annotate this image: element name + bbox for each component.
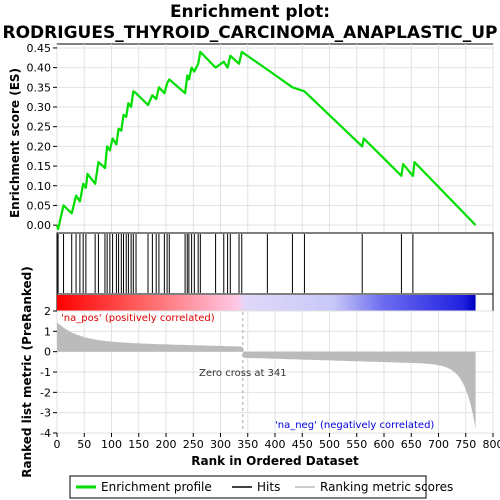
legend-hits: Hits (257, 480, 280, 494)
legend-ranking-metric-scores: Ranking metric scores (320, 480, 453, 494)
es-tick-label: 0.00 (27, 219, 52, 232)
es-grid (56, 44, 494, 233)
x-tick-label: 200 (156, 438, 177, 451)
ranking-metric-area (57, 322, 476, 429)
x-tick-label: 600 (374, 438, 395, 451)
es-tick-label: 0.20 (27, 140, 52, 153)
ranking-heat-bar (57, 295, 476, 311)
enrichment-profile-line (55, 50, 477, 231)
es-tick-label: 0.10 (27, 180, 52, 193)
es-tick-label: 0.30 (27, 101, 52, 114)
metric-tick-label: -3 (40, 407, 51, 420)
hits-panel (56, 232, 494, 295)
metric-tick-label: 0 (44, 346, 51, 359)
title-line-1: Enrichment plot: (170, 2, 330, 22)
es-tick-label: 0.35 (27, 81, 52, 94)
x-tick-label: 550 (346, 438, 367, 451)
hits-marks (57, 234, 414, 293)
es-tick-label: 0.45 (27, 42, 52, 55)
x-tick-label: 400 (265, 438, 286, 451)
x-ticks: 0 50 100 150 200 250 300 350 400 450 500 550 600 650 7… (54, 433, 500, 451)
es-tick-label: 0.05 (27, 199, 52, 212)
legend-enrichment-profile: Enrichment profile (101, 480, 212, 494)
positive-correlation-label: 'na_pos' (positively correlated) (61, 313, 215, 324)
x-tick-label: 750 (455, 438, 476, 451)
zero-cross-label: Zero cross at 341 (199, 368, 287, 379)
metric-y-label: Ranked list metric (PreRanked) (20, 266, 34, 478)
x-tick-label: 150 (128, 438, 149, 451)
title-line-2: RODRIGUES_THYROID_CARCINOMA_ANAPLASTIC_U… (3, 23, 498, 43)
es-y-label: Enrichment score (ES) (8, 68, 22, 218)
x-tick-label: 300 (210, 438, 231, 451)
x-tick-label: 100 (101, 438, 122, 451)
legend: Enrichment profile Hits Ranking metric s… (69, 475, 453, 499)
x-tick-label: 50 (77, 438, 91, 451)
negative-correlation-label: 'na_neg' (negatively correlated) (275, 420, 434, 431)
title: Enrichment plot: RODRIGUES_THYROID_CARCI… (3, 2, 498, 43)
metric-tick-label: -1 (40, 366, 51, 379)
x-tick-label: 0 (54, 438, 61, 451)
metric-tick-label: -2 (40, 386, 51, 399)
x-tick-label: 800 (483, 438, 500, 451)
es-tick-label: 0.15 (27, 160, 52, 173)
metric-y-ticks: -4 -3 -2 -1 0 1 2 (40, 305, 57, 440)
x-tick-label: 650 (401, 438, 422, 451)
x-axis-label: Rank in Ordered Dataset (191, 454, 359, 468)
es-tick-label: 0.25 (27, 121, 52, 134)
es-tick-label: 0.40 (27, 62, 52, 75)
x-tick-label: 500 (319, 438, 340, 451)
metric-tick-label: -4 (40, 427, 51, 440)
es-y-ticks: 0.00 0.05 0.10 0.15 0.20 0.25 0.30 0.35 0.40 0.45 (27, 42, 57, 232)
x-tick-label: 250 (183, 438, 204, 451)
x-tick-label: 450 (292, 438, 313, 451)
x-tick-label: 700 (428, 438, 449, 451)
metric-tick-label: 2 (44, 305, 51, 318)
metric-tick-label: 1 (44, 325, 51, 338)
x-tick-label: 350 (237, 438, 258, 451)
